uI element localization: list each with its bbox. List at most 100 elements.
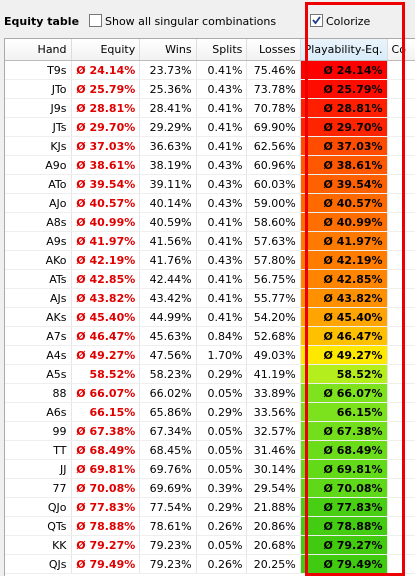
playability-equity-cell: Ø 40.99% bbox=[300, 212, 388, 232]
losses-cell: 55.77% bbox=[246, 288, 301, 308]
hand-cell: TT bbox=[5, 440, 72, 460]
playability-equity-cell: Ø 67.38% bbox=[300, 421, 388, 441]
column-header[interactable]: Losses bbox=[246, 39, 301, 61]
playability-equity-cell: Ø 42.19% bbox=[300, 250, 388, 270]
equity-cell: 58.52% bbox=[71, 364, 141, 384]
losses-cell: 56.75% bbox=[246, 269, 301, 289]
playability-equity-cell: Ø 40.57% bbox=[300, 193, 388, 213]
checkbox-label[interactable]: Show all singular combinations bbox=[105, 15, 277, 28]
column-header[interactable]: Playability-Eq. bbox=[300, 39, 388, 61]
column-header[interactable]: Splits bbox=[196, 39, 248, 61]
equity-cell: Ø 40.99% bbox=[71, 212, 141, 232]
splits-cell: 0.05% bbox=[196, 440, 248, 460]
table-row: A9s Ø 41.97% 41.56% 0.41% 57.63% Ø 41.97% bbox=[5, 231, 415, 251]
playability-equity-cell: Ø 39.54% bbox=[300, 174, 388, 194]
splits-cell: 0.41% bbox=[196, 117, 248, 137]
table-row: AJo Ø 40.57% 40.14% 0.43% 59.00% Ø 40.57% bbox=[5, 193, 415, 213]
cut-off-cell bbox=[387, 345, 415, 365]
splits-cell: 0.05% bbox=[196, 459, 248, 479]
losses-cell: 31.46% bbox=[246, 440, 301, 460]
playability-equity-cell: Ø 69.81% bbox=[300, 459, 388, 479]
checkbox[interactable] bbox=[310, 14, 323, 27]
wins-cell: 42.44% bbox=[139, 269, 197, 289]
table-row: QJo Ø 77.83% 77.54% 0.29% 21.88% Ø 77.83% bbox=[5, 497, 415, 517]
cut-off-cell bbox=[387, 554, 415, 574]
equity-cell: Ø 79.49% bbox=[71, 554, 141, 574]
splits-cell: 0.41% bbox=[196, 288, 248, 308]
table-row: A4s Ø 49.27% 47.56% 1.70% 49.03% Ø 49.27% bbox=[5, 345, 415, 365]
hand-cell: 99 bbox=[5, 421, 72, 441]
splits-cell: 0.26% bbox=[196, 554, 248, 574]
hand-cell: 77 bbox=[5, 478, 72, 498]
cut-off-cell bbox=[387, 60, 415, 80]
wins-cell: 78.61% bbox=[139, 516, 197, 536]
hand-cell: ATs bbox=[5, 269, 72, 289]
hand-cell: QJs bbox=[5, 554, 72, 574]
playability-equity-cell: Ø 41.97% bbox=[300, 231, 388, 251]
table-body: T9s Ø 24.14% 23.73% 0.41% 75.46% Ø 24.14% JTo Ø… bbox=[5, 60, 415, 574]
losses-cell: 32.57% bbox=[246, 421, 301, 441]
table-row: AKo Ø 42.19% 41.76% 0.43% 57.80% Ø 42.19% bbox=[5, 250, 415, 270]
splits-cell: 0.43% bbox=[196, 174, 248, 194]
table-row: A5s 58.52% 58.23% 0.29% 41.19% 58.52% bbox=[5, 364, 415, 384]
equity-cell: Ø 42.19% bbox=[71, 250, 141, 270]
hand-cell: A8s bbox=[5, 212, 72, 232]
splits-cell: 0.41% bbox=[196, 212, 248, 232]
wins-cell: 66.02% bbox=[139, 383, 197, 403]
wins-cell: 58.23% bbox=[139, 364, 197, 384]
playability-equity-cell: Ø 37.03% bbox=[300, 136, 388, 156]
hand-cell: AJs bbox=[5, 288, 72, 308]
losses-cell: 57.63% bbox=[246, 231, 301, 251]
table-row: 99 Ø 67.38% 67.34% 0.05% 32.57% Ø 67.38% bbox=[5, 421, 415, 441]
cut-off-cell bbox=[387, 269, 415, 289]
wins-cell: 67.34% bbox=[139, 421, 197, 441]
checkbox[interactable] bbox=[89, 14, 102, 27]
column-header[interactable]: Hand bbox=[5, 39, 72, 61]
splits-cell: 0.43% bbox=[196, 79, 248, 99]
wins-cell: 29.29% bbox=[139, 117, 197, 137]
losses-cell: 41.19% bbox=[246, 364, 301, 384]
losses-cell: 29.54% bbox=[246, 478, 301, 498]
column-header[interactable]: Wins bbox=[139, 39, 197, 61]
splits-cell: 0.84% bbox=[196, 326, 248, 346]
cut-off-cell bbox=[387, 174, 415, 194]
losses-cell: 33.89% bbox=[246, 383, 301, 403]
wins-cell: 45.63% bbox=[139, 326, 197, 346]
hand-cell: J9s bbox=[5, 98, 72, 118]
losses-cell: 62.56% bbox=[246, 136, 301, 156]
hand-cell: JTs bbox=[5, 117, 72, 137]
splits-cell: 0.41% bbox=[196, 307, 248, 327]
column-header[interactable]: Equity bbox=[71, 39, 141, 61]
equity-cell: Ø 41.97% bbox=[71, 231, 141, 251]
toolbar: Equity table Show all singular combinati… bbox=[0, 0, 415, 38]
hand-cell: KJs bbox=[5, 136, 72, 156]
hand-cell: AKs bbox=[5, 307, 72, 327]
hand-cell: QTs bbox=[5, 516, 72, 536]
playability-equity-cell: Ø 68.49% bbox=[300, 440, 388, 460]
losses-cell: 20.68% bbox=[246, 535, 301, 555]
playability-equity-cell: 58.52% bbox=[300, 364, 388, 384]
cut-off-cell bbox=[387, 459, 415, 479]
playability-equity-cell: Ø 66.07% bbox=[300, 383, 388, 403]
hand-cell: T9s bbox=[5, 60, 72, 80]
table-row: 77 Ø 70.08% 69.69% 0.39% 29.54% Ø 70.08% bbox=[5, 478, 415, 498]
playability-equity-cell: Ø 77.83% bbox=[300, 497, 388, 517]
hand-cell: KK bbox=[5, 535, 72, 555]
losses-cell: 59.00% bbox=[246, 193, 301, 213]
splits-cell: 0.05% bbox=[196, 383, 248, 403]
splits-cell: 0.41% bbox=[196, 231, 248, 251]
hand-cell: QJo bbox=[5, 497, 72, 517]
splits-cell: 0.29% bbox=[196, 402, 248, 422]
table-row: A9o Ø 38.61% 38.19% 0.43% 60.96% Ø 38.61% bbox=[5, 155, 415, 175]
splits-cell: 0.41% bbox=[196, 269, 248, 289]
wins-cell: 68.45% bbox=[139, 440, 197, 460]
wins-cell: 47.56% bbox=[139, 345, 197, 365]
equity-cell: Ø 37.03% bbox=[71, 136, 141, 156]
equity-cell: Ø 46.47% bbox=[71, 326, 141, 346]
splits-cell: 1.70% bbox=[196, 345, 248, 365]
column-header[interactable]: Co bbox=[387, 39, 415, 61]
checkbox-label[interactable]: Colorize bbox=[326, 15, 371, 28]
table-row: JTs Ø 29.70% 29.29% 0.41% 69.90% Ø 29.70% bbox=[5, 117, 415, 137]
losses-cell: 70.78% bbox=[246, 98, 301, 118]
